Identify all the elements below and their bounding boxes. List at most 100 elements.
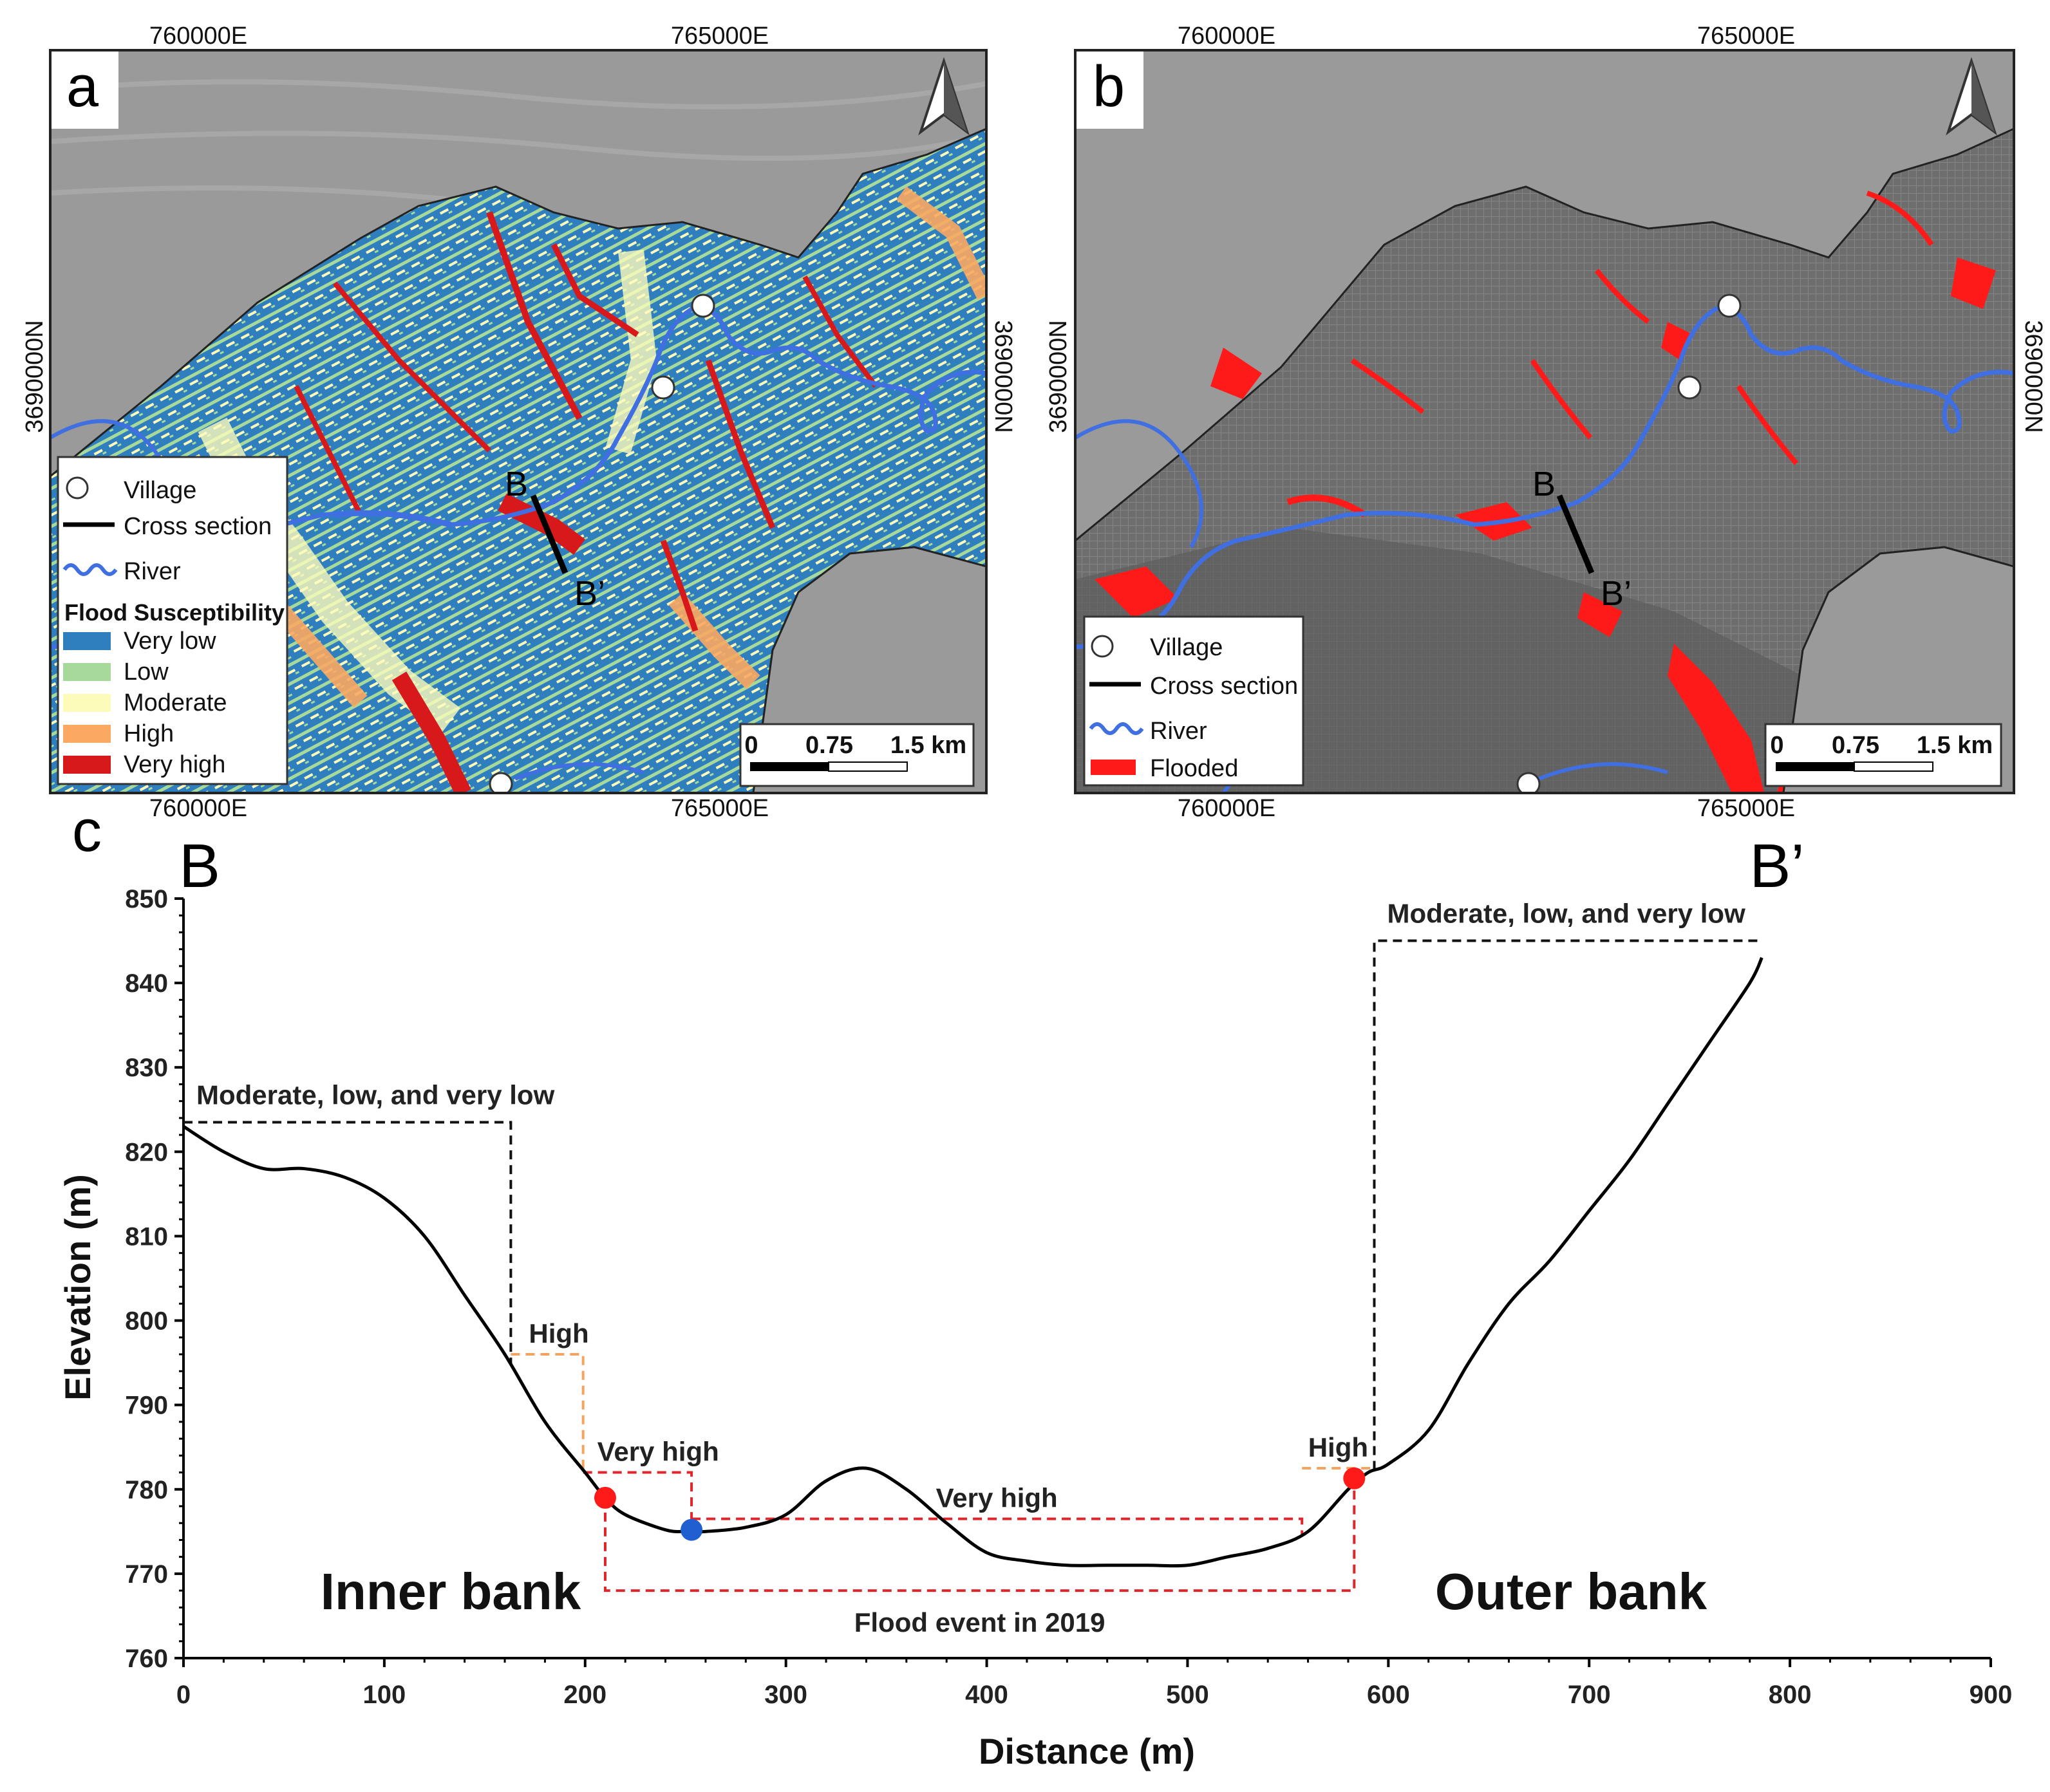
y-tick-label: 790 — [125, 1392, 168, 1420]
panel-b-flooded-map: 760000E 765000E 760000E 765000E 3690000N… — [1045, 23, 2047, 822]
panel-b-letter: b — [1093, 55, 1125, 119]
panel-a-letter: a — [66, 55, 99, 119]
panel-b-easting-bottom-2: 765000E — [1697, 795, 1795, 822]
y-tick-label: 810 — [125, 1222, 168, 1251]
panel-b-easting-bottom-1: 760000E — [1178, 795, 1275, 822]
panel-b-northing-left: 3690000N — [1045, 320, 1072, 433]
panel-b-easting-top-1: 760000E — [1178, 23, 1275, 50]
zone-label: Very high — [597, 1437, 719, 1467]
scale-b-tick-mid: 0.75 — [1832, 732, 1879, 759]
panel-a-cross-section-line — [530, 494, 569, 574]
legend-heading: Flood Susceptibility — [64, 599, 285, 626]
legend-cross-section-label: Cross section — [124, 513, 272, 540]
legend-b-river-icon — [1089, 722, 1144, 735]
x-tick-label: 600 — [1367, 1681, 1410, 1709]
panel-b-north-arrow — [1946, 57, 1997, 136]
outer-bank-label: Outer bank — [1435, 1563, 1707, 1620]
scale-tick-mid: 0.75 — [805, 732, 853, 759]
panel-b-northing-right: 3690000N — [2020, 320, 2047, 433]
y-tick-label: 800 — [125, 1307, 168, 1336]
panel-b-legend: Village Cross section River Flooded — [1083, 615, 1304, 787]
zone-bracket — [691, 1517, 1304, 1535]
panel-b-cross-section-line — [1556, 494, 1595, 574]
x-tick-label: 900 — [1970, 1681, 2013, 1709]
x-tick-label: 400 — [965, 1681, 1008, 1709]
panel-a-north-arrow — [918, 57, 970, 136]
panel-a-section-start-label: B — [505, 465, 528, 503]
panel-a-northing-left: 3690000N — [21, 320, 48, 433]
elevation-profile-line — [182, 957, 1763, 1568]
x-axis-title: Distance (m) — [979, 1731, 1195, 1771]
y-tick-label: 850 — [125, 885, 168, 913]
panel-a-easting-bottom-2: 765000E — [671, 795, 769, 822]
panel-a-village-marker — [691, 294, 715, 318]
panel-b-village-marker — [1677, 375, 1702, 400]
legend-b-village-label: Village — [1150, 634, 1223, 661]
legend-swatch-high — [63, 725, 111, 743]
x-tick-label: 0 — [176, 1681, 191, 1709]
x-tick-label: 800 — [1769, 1681, 1812, 1709]
y-tick-label: 830 — [125, 1054, 168, 1082]
legend-b-village-icon — [1091, 635, 1114, 658]
zone-label: Moderate, low, and very low — [1387, 899, 1746, 929]
legend-b-flooded-swatch — [1091, 760, 1136, 775]
legend-class-label: Low — [124, 658, 169, 686]
inner-bank-label: Inner bank — [321, 1563, 581, 1620]
y-tick-label: 780 — [125, 1476, 168, 1504]
panel-c-letter: c — [72, 798, 102, 864]
panel-a-village-marker — [651, 375, 675, 400]
scale-b-tick-end: 1.5 km — [1917, 732, 1993, 759]
panel-a-susceptibility-map: 760000E 765000E 760000E 765000E 3690000N… — [21, 23, 1017, 822]
x-tick-label: 200 — [563, 1681, 607, 1709]
panel-a-legend: Village Cross section River Flood Suscep… — [57, 456, 288, 785]
flood-event-bracket: Flood event in 2019 — [603, 1484, 1356, 1638]
legend-swatch-very-high — [63, 756, 111, 774]
legend-class-label: Moderate — [124, 689, 227, 716]
legend-class-label: Very high — [124, 751, 225, 778]
y-tick-label: 760 — [125, 1645, 168, 1673]
y-tick-label: 840 — [125, 969, 168, 998]
legend-swatch-very-low — [63, 632, 111, 650]
zone-label: Moderate, low, and very low — [196, 1079, 555, 1110]
zone-label: High — [1308, 1432, 1368, 1462]
susceptibility-zones: Moderate, low, and very low High Very high… — [183, 899, 1762, 1535]
legend-village-label: Village — [124, 477, 196, 504]
y-tick-label: 820 — [125, 1138, 168, 1166]
legend-swatch-moderate — [63, 694, 111, 712]
panel-a-frame — [49, 49, 988, 794]
panel-a-northing-right: 3690000N — [990, 320, 1017, 433]
panel-b-section-end-label: B’ — [1601, 574, 1632, 613]
x-tick-label: 700 — [1568, 1681, 1611, 1709]
panel-a-village-marker — [489, 772, 513, 793]
profile-axes: 0 100 200 300 400 500 600 700 800 900 760 770 780 790… — [125, 885, 2012, 1709]
zone-bracket — [1302, 1467, 1376, 1470]
panel-a-easting-top-2: 765000E — [671, 23, 769, 50]
panel-b-section-start-label: B — [1532, 465, 1556, 503]
profile-marker — [594, 1486, 616, 1509]
zone-bracket — [183, 1121, 512, 1365]
panel-c-cross-section-profile: c B B’ 0 100 200 300 400 500 600 700 800 900 760 77… — [57, 798, 2012, 1771]
zone-label: Very high — [936, 1483, 1058, 1513]
x-tick-label: 500 — [1166, 1681, 1209, 1709]
panel-a-hillshade-texture — [50, 79, 986, 717]
profile-end-label: B’ — [1749, 832, 1804, 901]
legend-b-flooded-label: Flooded — [1150, 755, 1238, 782]
profile-markers — [594, 1467, 1366, 1541]
panel-a-letter-box — [52, 51, 118, 129]
legend-river-label: River — [124, 558, 181, 585]
y-axis-title: Elevation (m) — [57, 1174, 98, 1401]
panel-a-scale-bar: 0 0.75 1.5 km — [739, 723, 975, 787]
zone-label: High — [529, 1318, 588, 1349]
zone-bracket — [511, 1353, 585, 1470]
scale-tick-0: 0 — [744, 732, 758, 759]
panel-b-village-marker — [1717, 294, 1742, 318]
legend-swatch-low — [63, 663, 111, 681]
panel-b-scale-bar: 0 0.75 1.5 km — [1764, 723, 2002, 787]
panel-b-letter-box — [1077, 51, 1143, 129]
x-tick-label: 300 — [764, 1681, 807, 1709]
panel-a-river-main-channel — [334, 510, 452, 528]
legend-class-label: Very low — [124, 628, 216, 655]
zone-bracket — [583, 1471, 693, 1532]
legend-village-icon — [66, 476, 89, 499]
